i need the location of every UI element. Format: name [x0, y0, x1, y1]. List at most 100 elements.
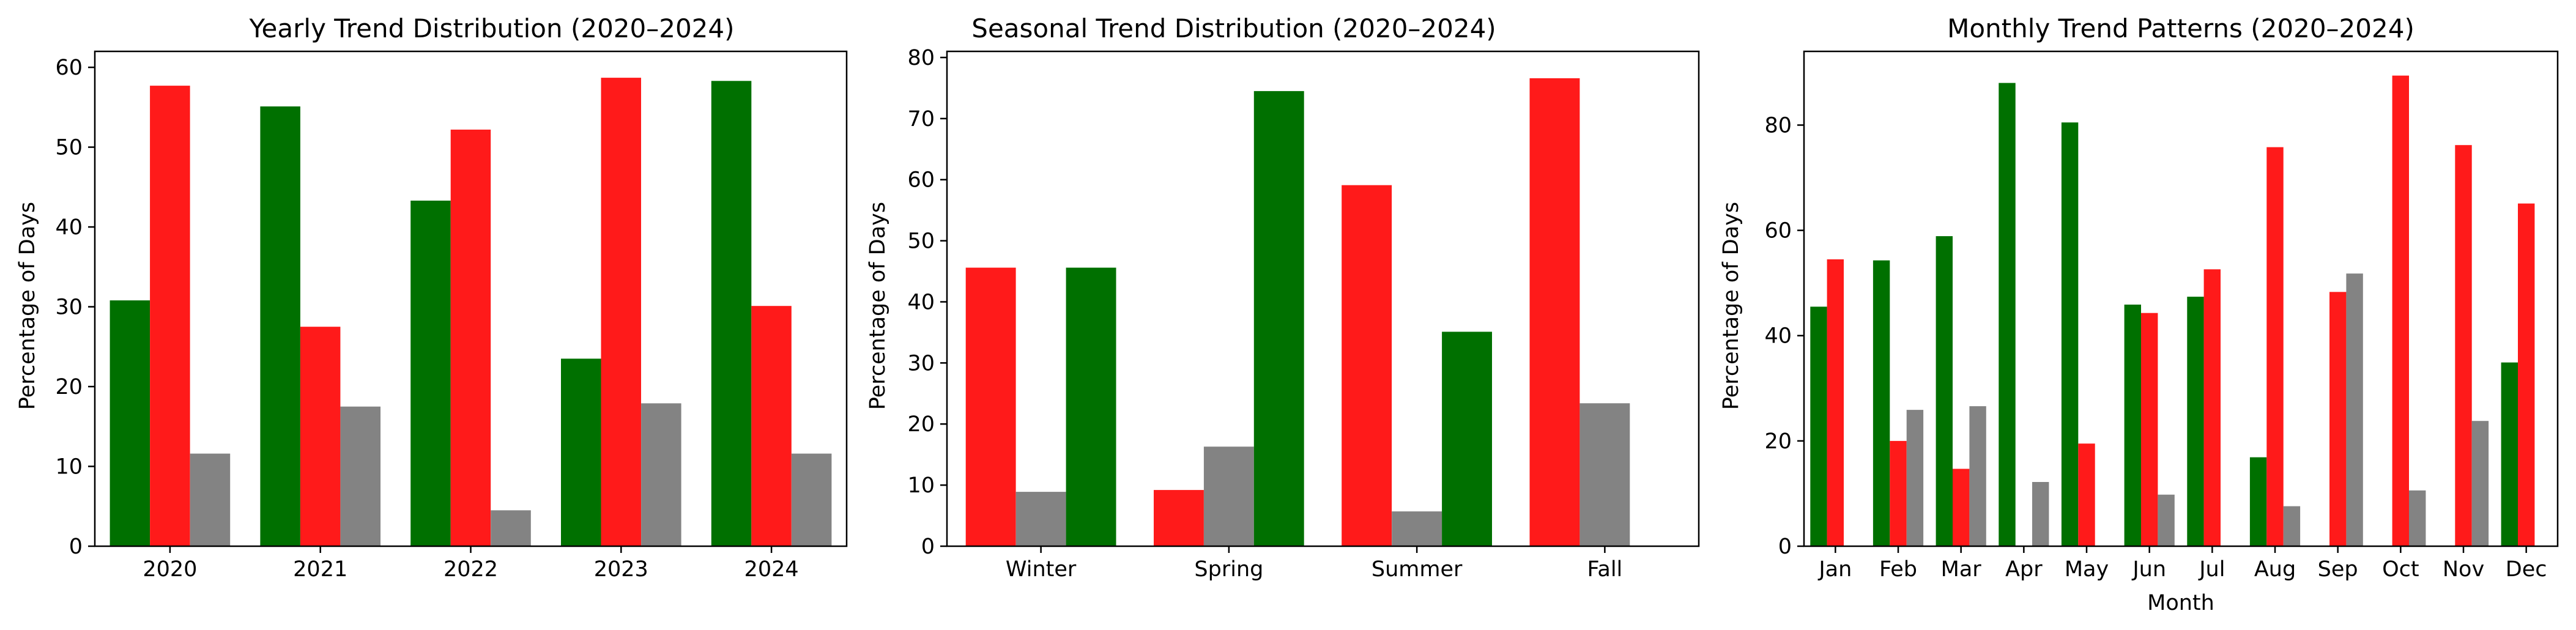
- y-axis-label: Percentage of Days: [15, 202, 40, 410]
- bars: [109, 78, 832, 547]
- bar-dec-series-1: [2501, 362, 2518, 546]
- x-tick-label: Feb: [1879, 557, 1917, 582]
- bars: [1810, 75, 2535, 547]
- bar-oct-series-3: [2409, 490, 2426, 546]
- y-tick-label: 20: [907, 412, 935, 437]
- bar-jul-series-1: [2187, 297, 2204, 546]
- axis-ticks: 0 10 20 30 40 50 60 2020 2021 2022 2023 2024: [55, 56, 798, 582]
- bar-2020-series-3: [190, 453, 231, 546]
- x-tick-label: Winter: [1006, 557, 1077, 582]
- y-tick-label: 20: [1764, 429, 1792, 454]
- bar-2020-series-2: [150, 86, 190, 547]
- y-tick-label: 30: [907, 351, 935, 376]
- bar-aug-series-3: [2283, 506, 2301, 546]
- bar-nov-series-3: [2471, 421, 2489, 546]
- bar-winter-series-3: [1066, 267, 1116, 546]
- plot-frame: [946, 50, 1700, 547]
- y-axis-label: Percentage of Days: [1719, 202, 1743, 410]
- bar-apr-series-3: [2032, 482, 2049, 546]
- bar-winter-series-1: [965, 267, 1016, 546]
- bar-2023-series-3: [641, 403, 681, 546]
- plot-frame: [1803, 50, 2559, 547]
- plot-frame: [94, 50, 848, 547]
- monthly-trend-chart: Monthly Trend Patterns (2020–2024) Perce…: [1719, 13, 2559, 615]
- bar-winter-series-2: [1015, 492, 1066, 546]
- bar-2021-series-3: [340, 406, 380, 546]
- bar-fall-series-2: [1579, 403, 1630, 546]
- bar-2023-series-1: [561, 358, 601, 546]
- x-tick-label: Dec: [2506, 557, 2547, 582]
- bar-spring-series-1: [1154, 490, 1204, 546]
- x-tick-label: Summer: [1372, 557, 1463, 582]
- bar-jun-series-1: [2124, 305, 2141, 546]
- bar-mar-series-2: [1953, 469, 1970, 546]
- x-tick-label: Mar: [1941, 557, 1982, 582]
- yearly-trend-chart: Yearly Trend Distribution (2020–2024) Pe…: [15, 13, 848, 582]
- chart-title: Monthly Trend Patterns (2020–2024): [1947, 13, 2415, 43]
- y-tick-label: 40: [1764, 324, 1792, 349]
- bar-2024-series-1: [711, 81, 752, 547]
- x-tick-label: 2022: [444, 557, 498, 582]
- chart-title: Seasonal Trend Distribution (2020–2024): [971, 13, 1496, 43]
- bar-2021-series-2: [300, 327, 341, 546]
- bar-2023-series-2: [601, 78, 641, 547]
- y-tick-label: 0: [1778, 535, 1792, 559]
- axis-ticks: 0 20 40 60 80 Jan Feb Mar Apr May Jun Jul Aug Sep Oct N…: [1764, 113, 2547, 582]
- y-tick-label: 50: [907, 229, 935, 254]
- bar-summer-series-3: [1442, 332, 1492, 546]
- bar-2020-series-1: [109, 300, 150, 546]
- bar-spring-series-2: [1203, 447, 1254, 546]
- bar-nov-series-2: [2455, 145, 2472, 546]
- y-tick-label: 60: [1764, 219, 1792, 243]
- bar-fall-series-1: [1529, 78, 1580, 546]
- x-tick-label: Jul: [2198, 557, 2225, 582]
- x-tick-label: 2024: [744, 557, 799, 582]
- y-tick-label: 70: [907, 107, 935, 132]
- bar-oct-series-2: [2392, 75, 2409, 547]
- bar-may-series-1: [2061, 122, 2079, 546]
- bar-feb-series-1: [1873, 260, 1890, 546]
- x-tick-label: 2021: [293, 557, 347, 582]
- x-tick-label: Oct: [2382, 557, 2419, 582]
- y-tick-label: 50: [55, 136, 83, 160]
- bar-2024-series-3: [791, 453, 832, 546]
- x-tick-label: May: [2065, 557, 2109, 582]
- bar-sep-series-3: [2346, 273, 2363, 546]
- bar-mar-series-3: [1969, 406, 1986, 546]
- bar-aug-series-1: [2249, 457, 2267, 546]
- x-tick-label: Nov: [2443, 557, 2484, 582]
- y-tick-label: 20: [55, 375, 83, 399]
- bar-jun-series-2: [2141, 313, 2158, 546]
- x-axis-label: Month: [2147, 591, 2214, 615]
- x-tick-label: 2023: [594, 557, 648, 582]
- bar-aug-series-2: [2266, 147, 2284, 547]
- y-tick-label: 0: [921, 535, 935, 559]
- bar-2021-series-1: [260, 106, 300, 546]
- y-tick-label: 30: [55, 295, 83, 320]
- bar-summer-series-1: [1342, 185, 1392, 546]
- bar-apr-series-1: [1999, 83, 2016, 547]
- seasonal-trend-chart: Seasonal Trend Distribution (2020–2024) …: [866, 13, 1700, 582]
- y-axis-label: Percentage of Days: [866, 202, 890, 410]
- bar-dec-series-2: [2518, 203, 2535, 546]
- y-tick-label: 60: [55, 56, 83, 80]
- chart-title: Yearly Trend Distribution (2020–2024): [248, 13, 734, 43]
- bar-feb-series-2: [1890, 440, 1907, 546]
- x-tick-label: Jun: [2131, 557, 2166, 582]
- bar-jan-series-1: [1810, 306, 1827, 546]
- bar-may-series-2: [2078, 443, 2095, 546]
- bars: [965, 78, 1630, 546]
- bar-jul-series-2: [2203, 269, 2221, 546]
- x-tick-label: Apr: [2005, 557, 2043, 582]
- bar-2022-series-3: [491, 510, 531, 546]
- bar-feb-series-3: [1906, 410, 1924, 546]
- axis-ticks: 0 10 20 30 40 50 60 70 80 Winter Spring Summer Fall: [907, 46, 1622, 582]
- x-tick-label: Fall: [1587, 557, 1622, 582]
- x-tick-label: Spring: [1194, 557, 1263, 582]
- y-tick-label: 40: [907, 290, 935, 314]
- bar-jan-series-2: [1827, 259, 1844, 546]
- bar-jun-series-3: [2158, 494, 2175, 546]
- bar-mar-series-1: [1936, 236, 1953, 546]
- bar-sep-series-2: [2329, 292, 2347, 546]
